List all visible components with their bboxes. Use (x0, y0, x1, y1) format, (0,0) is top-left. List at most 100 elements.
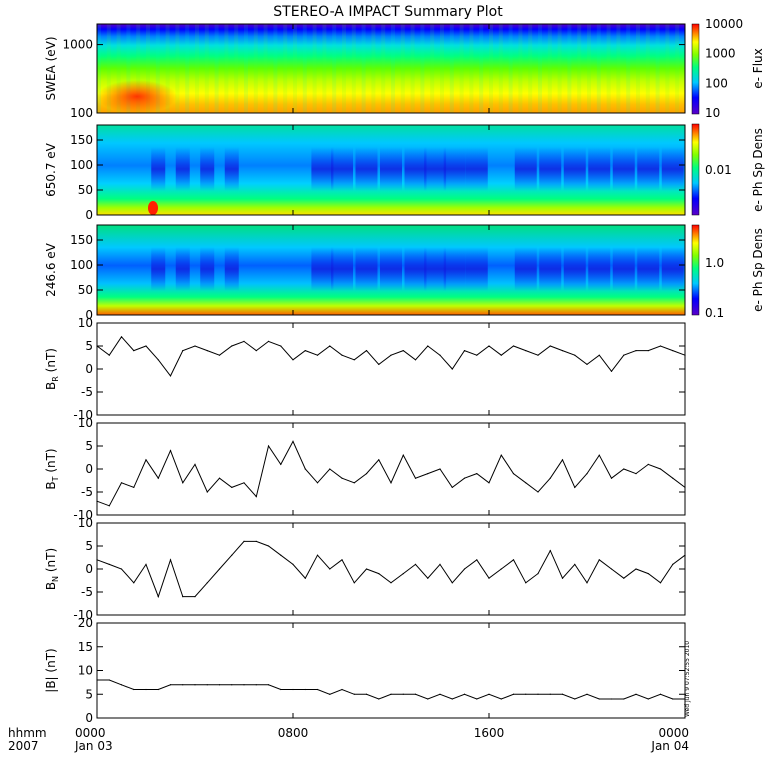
data-point (378, 698, 380, 700)
data-point (157, 688, 159, 691)
frame-pad246 (96, 224, 686, 316)
swea-texture-stripe (253, 24, 258, 113)
y-tick-label: 0 (85, 208, 93, 222)
data-point (427, 473, 429, 475)
data-point (402, 573, 404, 575)
colorbar-pad246 (691, 224, 700, 316)
data-point (402, 693, 404, 695)
colorbar-label: e- Ph Sp Dens (751, 228, 765, 312)
y-tick-label: 0 (85, 562, 93, 576)
data-point (96, 500, 98, 502)
data-point (353, 359, 355, 361)
y-axis-label: 246.6 eV (44, 242, 58, 297)
data-point (108, 679, 110, 681)
data-point (463, 568, 466, 570)
y-axis-label: BT (nT) (44, 448, 60, 489)
data-point (231, 684, 233, 686)
data-point (561, 350, 564, 352)
data-point (525, 482, 527, 484)
swea-texture-stripe (587, 24, 591, 113)
swea-texture-stripe (224, 24, 229, 113)
data-point (598, 559, 600, 561)
y-tick-label: -5 (81, 585, 93, 599)
swea-texture (97, 24, 680, 113)
data-point (280, 688, 282, 691)
data-point (206, 350, 208, 352)
data-point (402, 454, 404, 456)
pad-blob (151, 147, 166, 191)
swea-texture-stripe (175, 24, 180, 113)
swea-texture-stripe (606, 24, 611, 113)
x-tick-label: 0000 (658, 726, 689, 740)
data-point (549, 345, 551, 347)
data-point (120, 684, 123, 686)
data-point (635, 568, 637, 570)
swea-texture-stripe (381, 24, 386, 113)
pad-blob (465, 247, 488, 291)
swea-texture-stripe (655, 24, 660, 113)
data-point (427, 345, 429, 347)
data-point (292, 359, 294, 361)
pad-blob (331, 147, 353, 191)
pad-blob (563, 247, 586, 291)
swea-texture-stripe (371, 24, 376, 113)
data-point (120, 336, 123, 338)
corner-label-year: 2007 (8, 739, 39, 753)
y-tick-label: 5 (85, 339, 93, 353)
line-panel-Bmag (96, 622, 686, 719)
data-point (476, 354, 478, 356)
y-tick-label: 1000 (62, 38, 93, 52)
data-point (598, 698, 600, 700)
data-point (488, 345, 490, 347)
data-point (255, 350, 257, 352)
data-point (549, 693, 551, 695)
y-tick-label: -5 (81, 385, 93, 399)
pad-blob (563, 147, 586, 191)
frame-BR (96, 322, 686, 416)
swea-texture-stripe (136, 24, 141, 113)
pad-blob (637, 147, 660, 191)
y-tick-label: 50 (78, 183, 93, 197)
pad-blob (514, 247, 537, 291)
colorbar-tick-label: 0.1 (705, 306, 724, 320)
data-point (267, 545, 270, 547)
data-point (672, 350, 674, 352)
data-point (194, 463, 196, 465)
data-point (659, 582, 662, 584)
y-axis-label: 650.7 eV (44, 142, 58, 197)
data-point (684, 698, 686, 700)
data-point (194, 596, 196, 598)
swea-texture-stripe (302, 24, 307, 113)
swea-texture-stripe (244, 24, 248, 113)
data-point (304, 468, 306, 470)
data-point (610, 477, 613, 479)
data-point (267, 340, 270, 342)
data-point (365, 568, 368, 570)
data-point (378, 363, 380, 365)
swea-texture-stripe (322, 24, 327, 113)
swea-texture-stripe (498, 24, 503, 113)
colorbar-tick-label: 0.01 (705, 163, 732, 177)
data-point (623, 577, 625, 579)
data-point (390, 693, 392, 695)
colorbars (691, 23, 700, 316)
y-tick-label: -5 (81, 485, 93, 499)
data-point (647, 698, 649, 700)
pad-blob (424, 247, 447, 291)
data-point (525, 582, 527, 584)
data-point (390, 482, 392, 484)
pad-blob (443, 247, 466, 291)
data-point (574, 486, 576, 488)
data-point (243, 482, 245, 484)
data-point (378, 459, 380, 461)
colorbar-tick-label: 1.0 (705, 256, 724, 270)
data-point (206, 684, 208, 686)
y-tick-label: 150 (70, 233, 93, 247)
data-point (231, 486, 233, 488)
pad-blob (661, 147, 684, 191)
pad-blob (200, 147, 215, 191)
swea-texture-stripe (636, 24, 640, 113)
data-point (586, 582, 588, 584)
pad-blob (404, 147, 427, 191)
